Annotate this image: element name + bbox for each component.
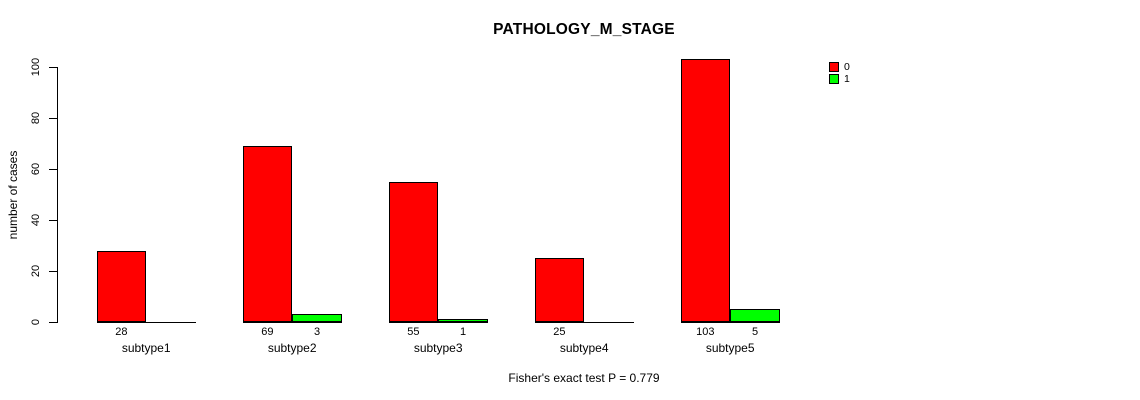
legend: 0 1: [829, 62, 850, 85]
y-tick-label: 60: [30, 162, 42, 176]
bar-0-subtype2: [242, 146, 293, 322]
bar-0-subtype3: [388, 181, 439, 322]
group-baseline: [242, 322, 342, 323]
annotation-pvalue: Fisher's exact test P = 0.779: [508, 371, 660, 385]
legend-item-0: 0: [829, 62, 850, 73]
bar-value-label: 103: [696, 326, 715, 338]
category-label-subtype2: subtype2: [267, 341, 317, 355]
y-axis-line: [57, 66, 58, 323]
bar-value-label: 1: [459, 326, 467, 338]
y-tick-label: 0: [30, 318, 42, 326]
bar-value-label: 55: [407, 326, 420, 338]
y-tick: [49, 270, 57, 272]
y-tick-label: 80: [30, 111, 42, 125]
group-baseline: [388, 322, 488, 323]
bar-0-subtype5: [680, 59, 731, 322]
bar-0-subtype1: [96, 250, 147, 322]
bar-1-subtype2: [292, 314, 342, 322]
y-tick-label: 20: [30, 264, 42, 278]
y-tick: [49, 219, 57, 221]
category-label-subtype3: subtype3: [413, 341, 463, 355]
bar-1-subtype5: [730, 309, 780, 322]
y-tick: [49, 117, 57, 119]
category-label-subtype4: subtype4: [559, 341, 609, 355]
bar-value-label: 3: [313, 326, 321, 338]
category-label-subtype5: subtype5: [705, 341, 755, 355]
group-baseline: [534, 322, 634, 323]
bar-value-label: 5: [751, 326, 759, 338]
y-tick-label: 40: [30, 213, 42, 227]
legend-label-0: 0: [844, 61, 850, 73]
legend-label-1: 1: [844, 73, 850, 85]
y-tick: [49, 66, 57, 68]
bar-value-label: 25: [553, 326, 566, 338]
y-tick: [49, 168, 57, 170]
bar-value-label: 69: [261, 326, 274, 338]
chart-title: PATHOLOGY_M_STAGE: [493, 21, 675, 38]
bar-1-subtype3: [438, 319, 488, 322]
legend-swatch-green: [829, 74, 839, 85]
category-label-subtype1: subtype1: [121, 341, 171, 355]
y-tick-label: 100: [30, 57, 42, 77]
bar-value-label: 28: [115, 326, 128, 338]
y-tick: [49, 321, 57, 323]
group-baseline: [96, 322, 196, 323]
group-baseline: [680, 322, 780, 323]
legend-item-1: 1: [829, 74, 850, 85]
legend-swatch-red: [829, 62, 839, 73]
bar-0-subtype4: [534, 258, 585, 322]
